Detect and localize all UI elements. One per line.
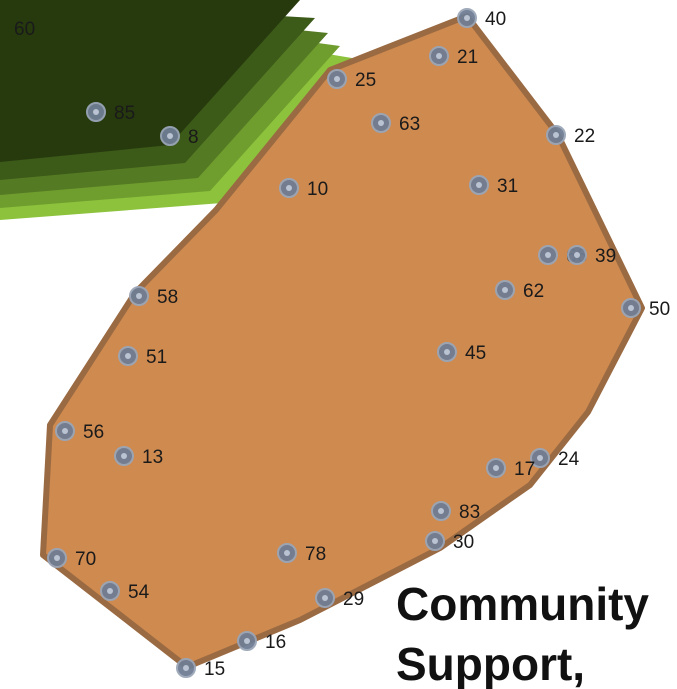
point-40[interactable]: 40: [457, 8, 506, 30]
point-24[interactable]: 24: [530, 448, 580, 470]
point-30[interactable]: 30: [425, 531, 474, 553]
point-label: 15: [204, 659, 225, 680]
point-label: 29: [343, 589, 364, 610]
point-label: 17: [514, 459, 535, 480]
point-label: 58: [157, 287, 178, 308]
point-10[interactable]: 10: [279, 178, 328, 200]
point-label: 83: [459, 502, 480, 523]
green-cluster-region: [0, 0, 352, 220]
point-62[interactable]: 62: [495, 280, 544, 302]
point-16[interactable]: 16: [237, 631, 286, 653]
cluster-title-line1: Community: [396, 578, 649, 630]
point-25[interactable]: 25: [327, 69, 376, 91]
point-label: 50: [649, 299, 670, 320]
point-label: 25: [355, 70, 376, 91]
point-label: 60: [14, 19, 35, 40]
point-8[interactable]: 8: [160, 126, 199, 148]
point-70[interactable]: 70: [47, 548, 96, 570]
point-label: 56: [83, 422, 104, 443]
point-50[interactable]: 50: [621, 298, 670, 320]
point-15[interactable]: 15: [176, 658, 225, 680]
point-17[interactable]: 17: [486, 458, 535, 480]
point-label: 40: [485, 9, 506, 30]
point-13[interactable]: 13: [114, 446, 163, 468]
point-label: 30: [453, 532, 474, 553]
point-54[interactable]: 54: [100, 581, 150, 603]
point-label: 51: [146, 347, 167, 368]
point-63[interactable]: 63: [371, 113, 420, 135]
point-label: 70: [75, 549, 96, 570]
point-56[interactable]: 56: [55, 421, 104, 443]
point-label: 21: [457, 47, 478, 68]
point-label: 62: [523, 281, 544, 302]
cluster-title-line2: Support,: [396, 638, 585, 689]
point-39[interactable]: 39: [567, 245, 616, 267]
point-45[interactable]: 45: [437, 342, 486, 364]
point-22[interactable]: 22: [546, 125, 595, 147]
point-58[interactable]: 58: [129, 286, 178, 308]
point-85[interactable]: 85: [86, 102, 135, 124]
point-60[interactable]: 60: [14, 19, 35, 40]
point-label: 63: [399, 114, 420, 135]
point-51[interactable]: 51: [118, 346, 167, 368]
point-label: 8: [188, 127, 199, 148]
point-label: 54: [128, 582, 150, 603]
green-cluster-hull: [0, 0, 300, 162]
point-78[interactable]: 78: [277, 543, 326, 565]
point-label: 85: [114, 103, 135, 124]
point-label: 10: [307, 179, 328, 200]
point-label: 39: [595, 246, 616, 267]
point-83[interactable]: 83: [431, 501, 480, 523]
point-21[interactable]: 21: [429, 46, 478, 68]
point-label: 78: [305, 544, 326, 565]
point-label: 31: [497, 176, 518, 197]
point-label: 24: [558, 449, 580, 470]
cluster-points: 6085840212563221031663962585051455613241…: [14, 8, 670, 680]
point-label: 13: [142, 447, 163, 468]
point-label: 22: [574, 126, 595, 147]
point-31[interactable]: 31: [469, 175, 518, 197]
point-label: 16: [265, 632, 286, 653]
point-29[interactable]: 29: [315, 588, 364, 610]
point-label: 45: [465, 343, 486, 364]
